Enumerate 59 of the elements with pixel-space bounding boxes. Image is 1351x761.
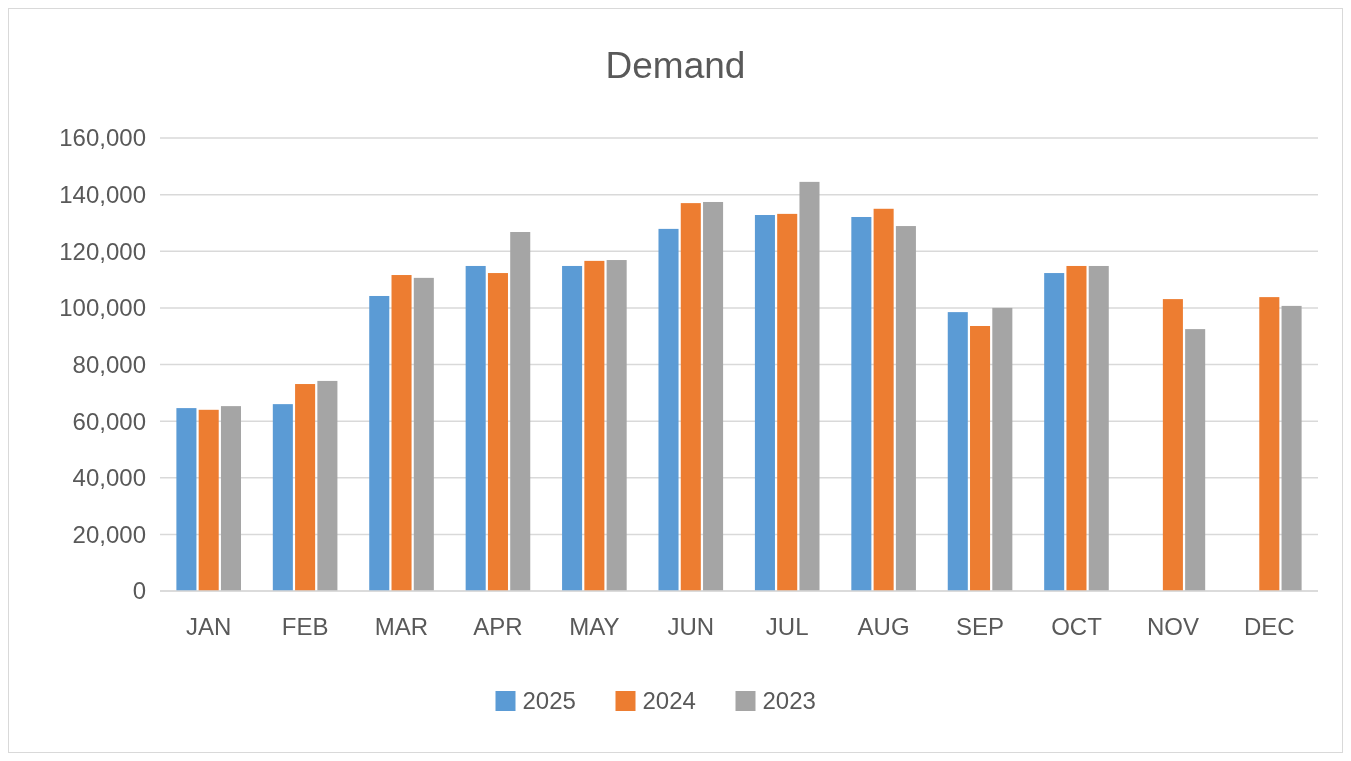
bar: [272, 404, 293, 591]
bar: [970, 326, 991, 591]
y-tick-label: 160,000: [59, 124, 146, 152]
x-tick-label: JUN: [667, 613, 715, 640]
bar: [1162, 299, 1183, 591]
x-tick-label: APR: [473, 613, 523, 640]
bar: [777, 213, 798, 591]
y-tick-label: 140,000: [59, 181, 146, 209]
y-tick-label: 40,000: [72, 464, 146, 492]
bar: [947, 312, 968, 591]
bar: [295, 384, 316, 591]
bar: [584, 260, 605, 591]
bar: [658, 228, 679, 591]
y-tick-label: 120,000: [59, 237, 146, 265]
bar: [317, 380, 338, 591]
x-tick-label: NOV: [1146, 613, 1199, 640]
chart-title: Demand: [605, 45, 746, 86]
x-tick-label: AUG: [857, 613, 910, 640]
legend-label: 2024: [642, 687, 696, 715]
bar: [391, 275, 412, 591]
x-tick-label: OCT: [1051, 613, 1103, 640]
bar: [510, 232, 531, 591]
x-tick-label: JAN: [186, 613, 232, 640]
x-tick-label: FEB: [281, 613, 329, 640]
bar: [606, 260, 627, 591]
y-tick-label: 0: [132, 577, 146, 605]
x-tick-label: MAY: [569, 613, 620, 640]
bar: [754, 215, 775, 591]
bar: [562, 265, 583, 591]
bar: [198, 409, 219, 591]
bar: [1044, 273, 1065, 591]
bar: [1185, 329, 1206, 591]
legend-label: 2025: [522, 687, 576, 715]
bar: [487, 273, 508, 591]
bar: [799, 181, 820, 591]
y-tick-label: 100,000: [59, 294, 146, 322]
x-tick-label: DEC: [1243, 613, 1295, 640]
bar: [1281, 305, 1302, 591]
bar: [703, 201, 724, 591]
bar: [220, 406, 241, 591]
bar: [873, 208, 894, 591]
bar: [1088, 265, 1109, 591]
x-tick-label: MAR: [374, 613, 429, 640]
bar: [895, 226, 916, 591]
bar: [413, 277, 434, 591]
bar: [1066, 265, 1087, 591]
bar: [851, 216, 872, 591]
bar: [176, 408, 197, 591]
bar: [992, 307, 1013, 591]
x-tick-label: SEP: [956, 613, 1005, 640]
bar: [465, 265, 486, 591]
x-tick-label: JUL: [765, 613, 809, 640]
y-tick-label: 60,000: [72, 407, 146, 435]
bar: [1259, 297, 1280, 591]
y-tick-label: 80,000: [72, 350, 146, 378]
y-tick-label: 20,000: [72, 520, 146, 548]
legend-label: 2023: [762, 687, 816, 715]
bar: [369, 295, 390, 591]
bar: [680, 203, 701, 591]
